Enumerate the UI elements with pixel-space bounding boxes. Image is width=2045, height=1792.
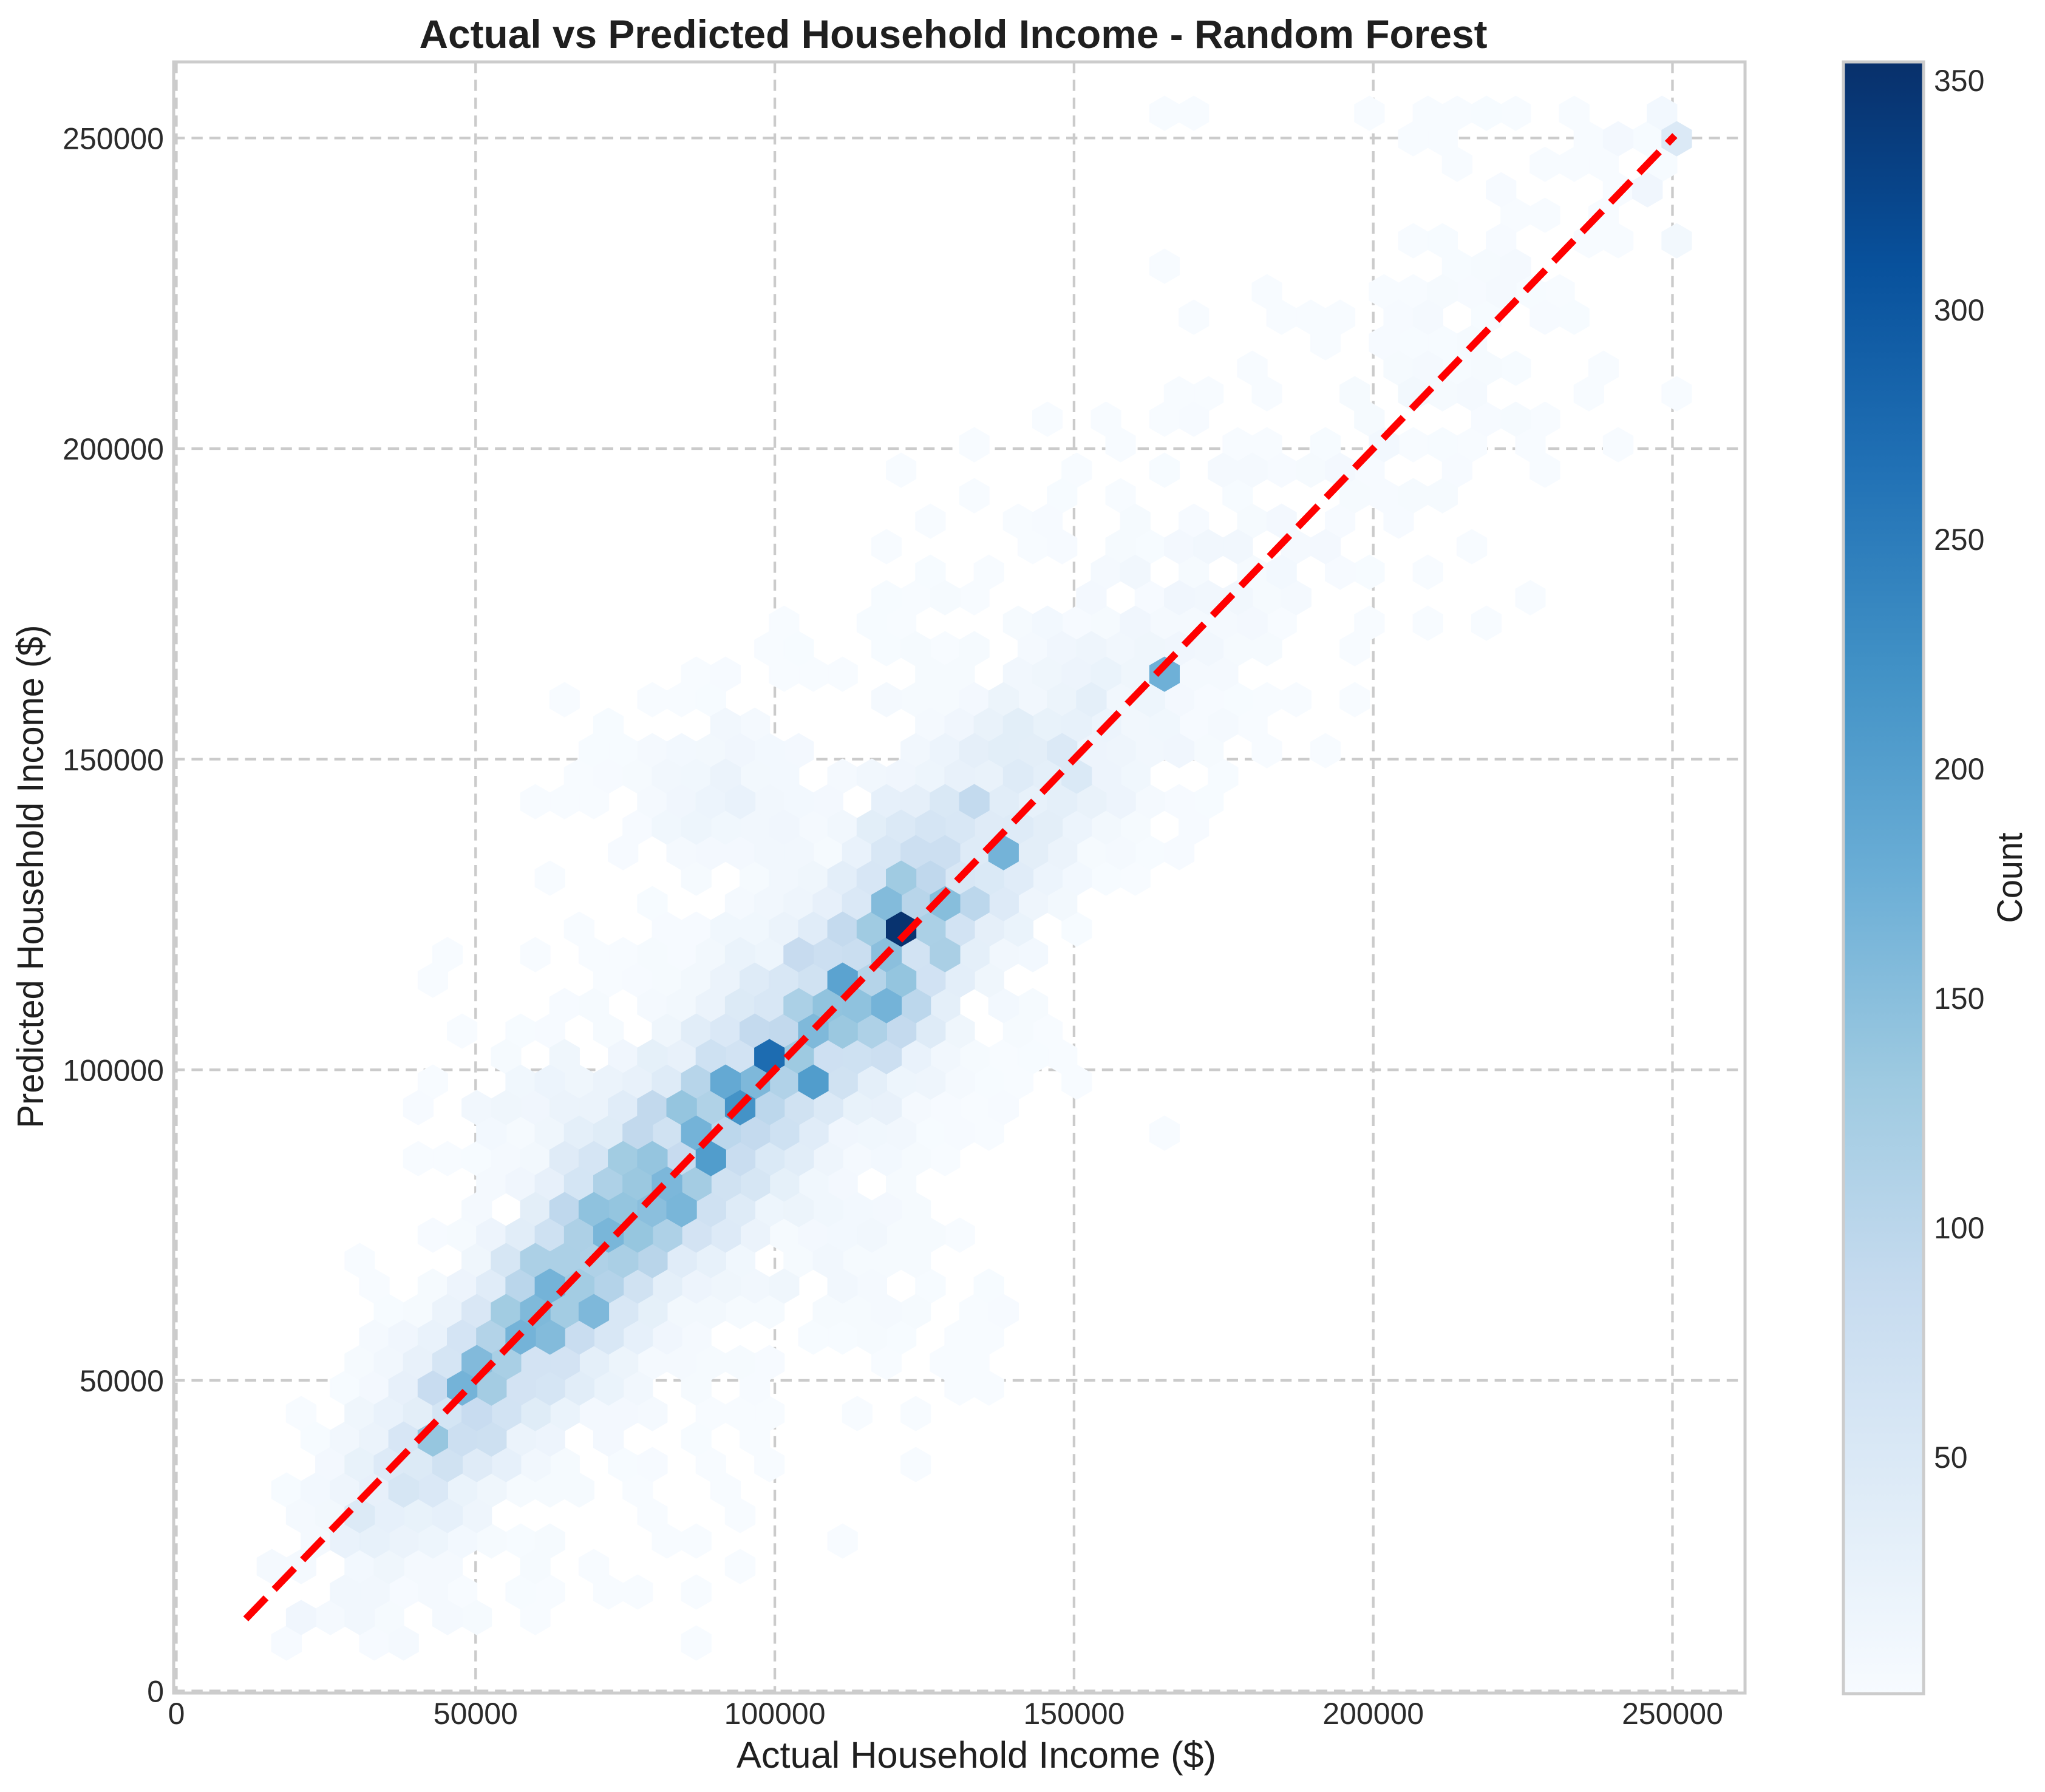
svg-text:150000: 150000 <box>63 743 164 777</box>
svg-text:50000: 50000 <box>80 1364 164 1398</box>
svg-text:150: 150 <box>1934 982 1984 1016</box>
svg-text:50000: 50000 <box>434 1697 518 1731</box>
svg-text:300: 300 <box>1934 293 1984 327</box>
svg-text:200: 200 <box>1934 752 1984 786</box>
svg-text:Count: Count <box>1990 833 2030 923</box>
svg-text:50: 50 <box>1934 1441 1968 1475</box>
svg-text:250: 250 <box>1934 523 1984 557</box>
svg-text:200000: 200000 <box>1322 1697 1424 1731</box>
svg-text:350: 350 <box>1934 64 1984 98</box>
svg-text:100000: 100000 <box>63 1054 164 1088</box>
svg-text:Predicted Household Income ($): Predicted Household Income ($) <box>10 625 51 1128</box>
svg-text:250000: 250000 <box>1622 1697 1723 1731</box>
svg-text:250000: 250000 <box>63 122 164 156</box>
svg-text:0: 0 <box>147 1675 164 1709</box>
svg-text:100000: 100000 <box>724 1697 826 1731</box>
svg-text:200000: 200000 <box>63 432 164 466</box>
svg-text:0: 0 <box>168 1697 185 1731</box>
svg-text:Actual Household Income ($): Actual Household Income ($) <box>737 1734 1216 1776</box>
svg-text:100: 100 <box>1934 1211 1984 1245</box>
svg-text:150000: 150000 <box>1023 1697 1125 1731</box>
svg-text:Actual vs Predicted Household: Actual vs Predicted Household Income - R… <box>420 12 1488 56</box>
